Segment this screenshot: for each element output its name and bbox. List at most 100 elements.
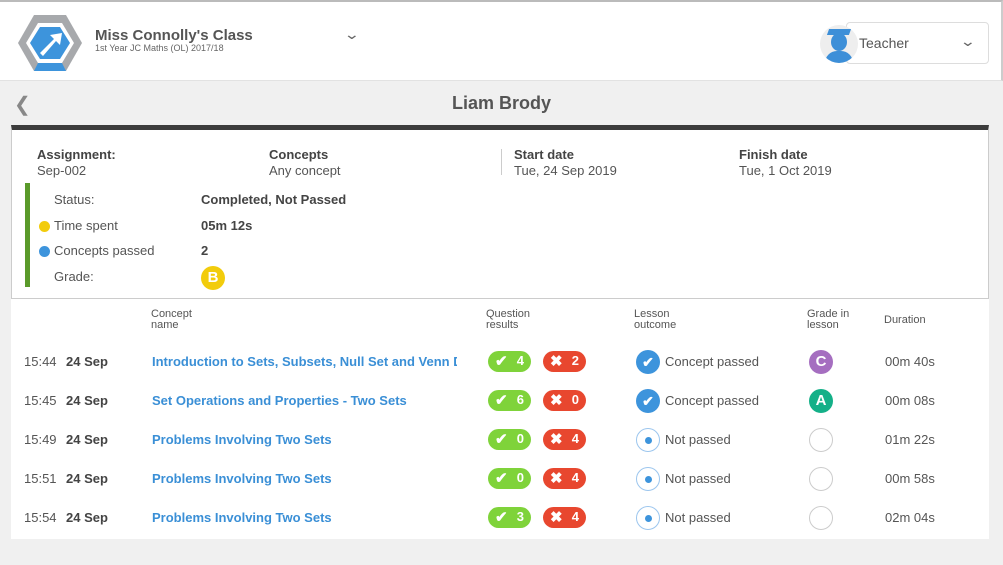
column-header-grade-in-lesson: Grade in lesson xyxy=(807,308,850,331)
finish-date-label: Finish date xyxy=(739,147,808,162)
concept-link[interactable]: Introduction to Sets, Subsets, Null Set … xyxy=(152,354,457,369)
correct-count-badge: ✔ 3 xyxy=(488,507,531,528)
incorrect-count-badge: ✖ 0 xyxy=(543,390,586,411)
lesson-outcome: Not passed xyxy=(665,432,731,447)
row-time: 15:54 xyxy=(24,510,57,525)
correct-count: 0 xyxy=(516,470,524,485)
concept-link[interactable]: Problems Involving Two Sets xyxy=(152,510,332,525)
assignment-summary-card: Assignment: Sep-002 Concepts Any concept S… xyxy=(11,125,989,299)
lesson-grade-empty xyxy=(809,506,833,530)
class-dropdown-chevron-down-icon[interactable]: ⌄ xyxy=(343,26,361,42)
row-time: 15:51 xyxy=(24,471,57,486)
concepts-passed-label: Concepts passed xyxy=(54,243,155,258)
check-circle-icon xyxy=(39,246,50,257)
column-header-concept-name: Concept name xyxy=(151,308,192,331)
incorrect-count-badge: ✖ 4 xyxy=(543,507,586,528)
lesson-grade-empty xyxy=(809,428,833,452)
concept-passed-check-icon: ✔ xyxy=(636,350,660,374)
status-label: Status: xyxy=(54,192,95,207)
column-header-duration: Duration xyxy=(884,314,926,326)
check-icon: ✔ xyxy=(495,470,508,487)
concept-link[interactable]: Set Operations and Properties - Two Sets xyxy=(152,393,407,408)
concepts-passed-value: 2 xyxy=(201,243,209,258)
grade-label: Grade: xyxy=(54,269,94,284)
cross-icon: ✖ xyxy=(550,470,563,487)
row-date: 24 Sep xyxy=(66,510,108,525)
clock-icon xyxy=(39,221,50,232)
not-passed-dot-icon xyxy=(636,428,660,452)
concepts-info: Concepts Any concept xyxy=(269,147,341,178)
role-select[interactable]: Teacher ⌄ xyxy=(846,22,989,64)
row-duration: 00m 58s xyxy=(885,471,935,486)
row-duration: 02m 04s xyxy=(885,510,935,525)
app-header: Miss Connolly's Class 1st Year JC Maths … xyxy=(0,0,1003,81)
correct-count: 0 xyxy=(516,431,524,446)
concepts-label: Concepts xyxy=(269,147,329,162)
class-subtitle: 1st Year JC Maths (OL) 2017/18 xyxy=(95,43,224,53)
incorrect-count: 0 xyxy=(571,392,579,407)
check-icon: ✔ xyxy=(495,431,508,448)
row-duration: 00m 08s xyxy=(885,393,935,408)
finish-date-value: Tue, 1 Oct 2019 xyxy=(739,163,832,178)
lesson-outcome: Not passed xyxy=(665,510,731,525)
row-time: 15:49 xyxy=(24,432,57,447)
status-value: Completed, Not Passed xyxy=(201,192,347,207)
student-name: Liam Brody xyxy=(451,93,552,113)
correct-count-badge: ✔ 6 xyxy=(488,390,531,411)
check-icon: ✔ xyxy=(495,353,508,370)
concept-link[interactable]: Problems Involving Two Sets xyxy=(152,471,332,486)
row-duration: 00m 40s xyxy=(885,354,935,369)
start-date-info: Start date Tue, 24 Sep 2019 xyxy=(514,147,617,178)
concept-link[interactable]: Problems Involving Two Sets xyxy=(152,432,332,447)
incorrect-count: 4 xyxy=(571,470,579,485)
concepts-value: Any concept xyxy=(269,163,341,178)
start-date-label: Start date xyxy=(514,147,574,162)
row-date: 24 Sep xyxy=(66,393,108,408)
not-passed-dot-icon xyxy=(636,506,660,530)
lesson-outcome: Concept passed xyxy=(665,393,759,408)
correct-count-badge: ✔ 4 xyxy=(488,351,531,372)
column-header-lesson-outcome: Lesson outcome xyxy=(634,308,677,331)
cross-icon: ✖ xyxy=(550,431,563,448)
cross-icon: ✖ xyxy=(550,509,563,526)
start-date-value: Tue, 24 Sep 2019 xyxy=(514,163,617,178)
lesson-grade-empty xyxy=(809,467,833,491)
row-date: 24 Sep xyxy=(66,432,108,447)
row-date: 24 Sep xyxy=(66,354,108,369)
row-time: 15:44 xyxy=(24,354,57,369)
incorrect-count: 2 xyxy=(571,353,579,368)
correct-count: 6 xyxy=(516,392,524,407)
time-spent-label: Time spent xyxy=(54,218,118,233)
finish-date-info: Finish date Tue, 1 Oct 2019 xyxy=(739,147,832,178)
table-row: 15:49 24 Sep Problems Involving Two Sets ✔ 0… xyxy=(11,420,989,459)
chevron-down-icon: ⌄ xyxy=(959,33,977,49)
incorrect-count-badge: ✖ 2 xyxy=(543,351,586,372)
lesson-outcome: Concept passed xyxy=(665,354,759,369)
table-row: 15:45 24 Sep Set Operations and Properties… xyxy=(11,381,989,420)
role-label: Teacher xyxy=(859,35,909,51)
app-logo-icon xyxy=(18,15,82,71)
incorrect-count-badge: ✖ 4 xyxy=(543,429,586,450)
lesson-grade-badge: A xyxy=(809,389,833,413)
back-chevron-left-icon[interactable]: ❮ xyxy=(14,94,31,116)
correct-count: 4 xyxy=(516,353,524,368)
row-date: 24 Sep xyxy=(66,471,108,486)
row-time: 15:45 xyxy=(24,393,57,408)
divider xyxy=(501,149,502,175)
correct-count-badge: ✔ 0 xyxy=(488,468,531,489)
table-row: 15:44 24 Sep Introduction to Sets, Subsets… xyxy=(11,342,989,381)
cross-icon: ✖ xyxy=(550,392,563,409)
status-accent-bar xyxy=(25,183,30,287)
check-icon: ✔ xyxy=(495,509,508,526)
lessons-table: Concept name Question results Lesson out… xyxy=(11,299,989,539)
cross-icon: ✖ xyxy=(550,353,563,370)
column-header-question-results: Question results xyxy=(486,308,531,331)
lesson-outcome: Not passed xyxy=(665,471,731,486)
lesson-grade-badge: C xyxy=(809,350,833,374)
row-duration: 01m 22s xyxy=(885,432,935,447)
check-icon: ✔ xyxy=(495,392,508,409)
class-title: Miss Connolly's Class xyxy=(95,27,253,44)
incorrect-count-badge: ✖ 4 xyxy=(543,468,586,489)
not-passed-dot-icon xyxy=(636,467,660,491)
incorrect-count: 4 xyxy=(571,509,579,524)
